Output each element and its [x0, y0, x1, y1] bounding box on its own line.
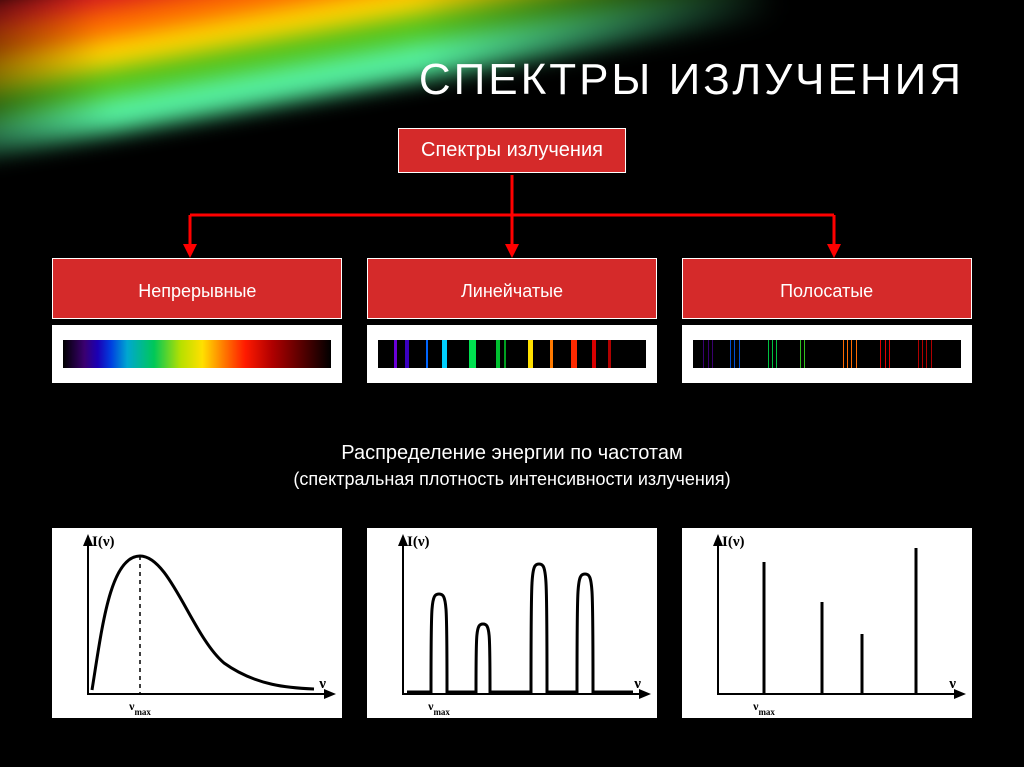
spectrum-line	[378, 340, 646, 368]
svg-text:νmax: νmax	[427, 699, 450, 717]
column-continuous: Непрерывные	[52, 258, 342, 383]
label-continuous: Непрерывные	[52, 258, 342, 319]
svg-text:I(ν): I(ν)	[722, 534, 745, 550]
caption: Распределение энергии по частотам (спект…	[0, 442, 1024, 490]
caption-line-1: Распределение энергии по частотам	[0, 442, 1024, 465]
svg-text:I(ν): I(ν)	[92, 534, 115, 550]
svg-text:I(ν): I(ν)	[407, 534, 430, 550]
svg-text:νmax: νmax	[752, 699, 775, 717]
spectrum-band	[693, 340, 961, 368]
charts-row: I(ν) ν νmax I(ν) ν νmax I(ν) ν νmax	[0, 528, 1024, 718]
caption-line-2: (спектральная плотность интенсивности из…	[0, 469, 1024, 490]
svg-text:ν: ν	[633, 676, 641, 692]
svg-text:ν: ν	[948, 676, 956, 692]
spectrum-frame-band	[682, 325, 972, 383]
rainbow-sweep	[0, 0, 792, 236]
label-line: Линейчатые	[367, 258, 657, 319]
svg-text:ν: ν	[319, 676, 327, 692]
diagram-root: Спектры излучения	[398, 128, 626, 173]
chart-band: I(ν) ν νmax	[682, 528, 972, 718]
spectrum-frame-continuous	[52, 325, 342, 383]
svg-text:νmax: νmax	[128, 699, 151, 717]
page-title: СПЕКТРЫ ИЗЛУЧЕНИЯ	[419, 55, 964, 105]
spectrum-frame-line	[367, 325, 657, 383]
column-band: Полосатые	[682, 258, 972, 383]
column-line: Линейчатые	[367, 258, 657, 383]
columns: Непрерывные Линейчатые Полосатые	[0, 258, 1024, 383]
chart-line: I(ν) ν νmax	[367, 528, 657, 718]
chart-continuous: I(ν) ν νmax	[52, 528, 342, 718]
spectrum-continuous	[63, 340, 331, 368]
label-band: Полосатые	[682, 258, 972, 319]
